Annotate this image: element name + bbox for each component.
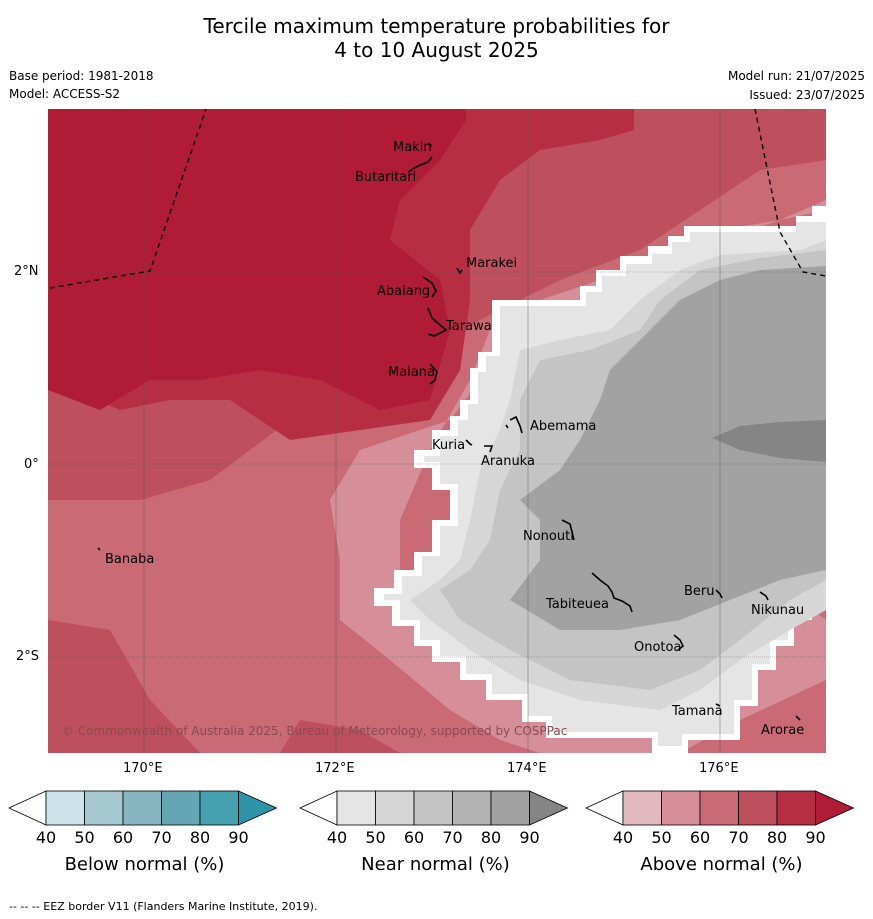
colorbar-tick-label: 90 bbox=[519, 828, 540, 847]
colorbar-segment bbox=[199, 790, 239, 826]
place-label-abaiang: Abaiang bbox=[377, 284, 431, 299]
lon-tick-176e: 176°E bbox=[699, 761, 739, 776]
model-run-label: Model run: 21/07/2025 bbox=[727, 69, 865, 83]
colorbar-near-normal bbox=[299, 790, 569, 826]
place-label-tabiteuea: Tabiteuea bbox=[546, 597, 609, 612]
lat-tick-0: 0° bbox=[24, 457, 39, 472]
place-label-nikunau: Nikunau bbox=[751, 603, 805, 618]
colorbar-segment bbox=[45, 790, 85, 826]
colorbar-low-extension bbox=[8, 790, 47, 826]
base-period-label: Base period: 1981-2018 bbox=[9, 69, 154, 83]
colorbar-segment bbox=[413, 790, 453, 826]
place-label-aranuka: Aranuka bbox=[481, 454, 535, 469]
lat-tick-2s: 2°S bbox=[16, 649, 40, 664]
colorbar-below-normal bbox=[8, 790, 278, 826]
model-label: Model: ACCESS-S2 bbox=[9, 87, 121, 101]
colorbar-segment bbox=[661, 790, 701, 826]
near-normal-70-80-area bbox=[510, 266, 826, 630]
place-label-onotoa: Onotoa bbox=[634, 640, 682, 655]
colorbar-segment bbox=[161, 790, 201, 826]
colorbar-title-above-normal: Above normal (%) bbox=[640, 854, 803, 875]
colorbar-segment bbox=[622, 790, 662, 826]
colorbar-tick-label: 50 bbox=[74, 828, 95, 847]
place-label-makin: Makin bbox=[393, 140, 432, 155]
colorbar-low-extension bbox=[585, 790, 624, 826]
colorbar-tick-label: 90 bbox=[228, 828, 249, 847]
colorbar-high-extension bbox=[238, 790, 278, 826]
above-normal-70-80-south-area bbox=[48, 620, 200, 753]
copyright-notice: © Commonwealth of Australia 2025, Bureau… bbox=[62, 724, 568, 738]
colorbar-above-normal bbox=[585, 790, 855, 826]
colorbar-tick-label: 70 bbox=[151, 828, 172, 847]
above-normal-50-60-area bbox=[330, 160, 826, 753]
map-panel bbox=[48, 109, 826, 753]
colorbar-tick-label: 60 bbox=[689, 828, 711, 847]
colorbar-segment bbox=[122, 790, 162, 826]
place-label-nonouti: Nonouti bbox=[523, 529, 574, 544]
colorbar-tick-label: 40 bbox=[326, 828, 348, 847]
colorbar-tick-label: 80 bbox=[480, 828, 502, 847]
colorbar-segment bbox=[452, 790, 492, 826]
colorbar-tick-label: 70 bbox=[728, 828, 749, 847]
issued-label: Issued: 23/07/2025 bbox=[749, 88, 865, 102]
colorbar-segment bbox=[490, 790, 530, 826]
place-label-banaba: Banaba bbox=[105, 552, 155, 567]
place-label-butaritari: Butaritari bbox=[355, 170, 417, 185]
eez-border-footnote: -- -- -- EEZ border V11 (Flanders Marine… bbox=[9, 900, 318, 913]
colorbar-tick-label: 40 bbox=[612, 828, 634, 847]
colorbar-segment bbox=[84, 790, 124, 826]
colorbar-tick-label: 80 bbox=[766, 828, 788, 847]
place-label-tamana: Tamana bbox=[672, 704, 723, 719]
colorbar-title-near-normal: Near normal (%) bbox=[361, 854, 510, 875]
graticule bbox=[48, 109, 826, 753]
place-label-tarawa: Tarawa bbox=[446, 319, 492, 334]
colorbar-high-extension bbox=[529, 790, 569, 826]
lat-tick-2n: 2°N bbox=[14, 264, 39, 279]
place-label-kuria: Kuria bbox=[432, 438, 466, 453]
above-normal-90-plus-area bbox=[48, 109, 466, 410]
map-title-line-1: Tercile maximum temperature probabilitie… bbox=[203, 14, 670, 38]
colorbar-tick-label: 50 bbox=[651, 828, 672, 847]
colorbar-tick-label: 50 bbox=[365, 828, 386, 847]
place-label-maiana: Maiana bbox=[388, 365, 435, 380]
above-normal-70-80-southcentral-area bbox=[280, 720, 400, 753]
lon-tick-172e: 172°E bbox=[315, 761, 355, 776]
island-outlines bbox=[97, 142, 801, 721]
colorbar-tick-label: 60 bbox=[403, 828, 425, 847]
lon-tick-170e: 170°E bbox=[123, 761, 163, 776]
place-label-arorae: Arorae bbox=[761, 723, 805, 738]
colorbar-segment bbox=[336, 790, 376, 826]
eez-border bbox=[49, 109, 826, 289]
colorbar-tick-label: 90 bbox=[805, 828, 826, 847]
colorbar-segment bbox=[375, 790, 415, 826]
place-label-marakei: Marakei bbox=[466, 256, 518, 271]
colorbar-title-below-normal: Below normal (%) bbox=[64, 854, 225, 875]
colorbar-tick-label: 60 bbox=[112, 828, 134, 847]
colorbar-low-extension bbox=[299, 790, 338, 826]
near-normal-80-90-area bbox=[712, 420, 826, 462]
colorbar-segment bbox=[776, 790, 816, 826]
colorbar-segment bbox=[738, 790, 778, 826]
colorbar-segment bbox=[699, 790, 739, 826]
colorbar-tick-label: 40 bbox=[35, 828, 57, 847]
place-label-abemama: Abemama bbox=[530, 419, 597, 434]
map-title-line-2: 4 to 10 August 2025 bbox=[334, 38, 539, 62]
colorbar-high-extension bbox=[815, 790, 855, 826]
colorbar-tick-label: 70 bbox=[442, 828, 463, 847]
place-label-beru: Beru bbox=[684, 584, 715, 599]
colorbar-tick-label: 80 bbox=[189, 828, 211, 847]
lon-tick-174e: 174°E bbox=[507, 761, 547, 776]
